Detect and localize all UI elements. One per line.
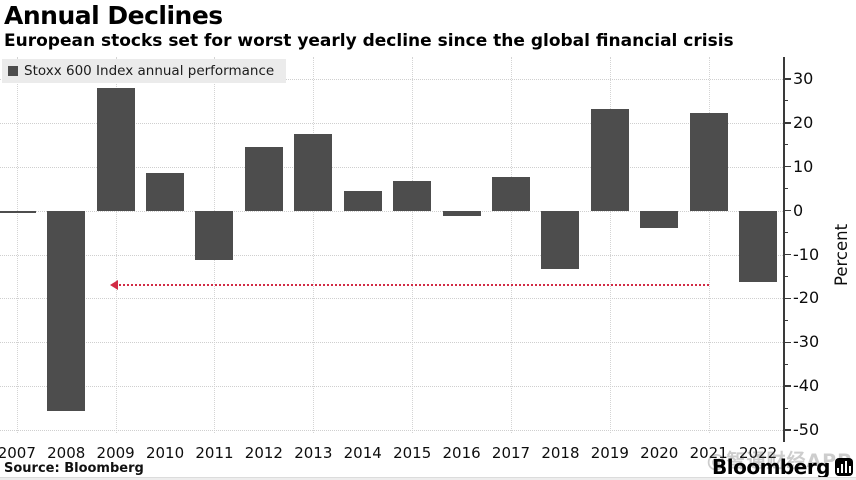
y-axis-tick-label: -10	[793, 244, 820, 264]
bar-2019	[590, 108, 629, 211]
page-title: Annual Declines	[4, 1, 223, 30]
x-axis-tick-label: 2021	[689, 444, 728, 462]
gridline-horizontal	[0, 210, 783, 212]
gridline-horizontal	[0, 78, 783, 80]
y-axis-minor-tick	[783, 319, 788, 321]
gridline-vertical	[412, 57, 414, 433]
x-axis-tick-label: 2010	[145, 444, 185, 462]
gridline-vertical	[115, 57, 117, 433]
bar-2015	[393, 180, 432, 211]
page-subtitle: European stocks set for worst yearly dec…	[4, 31, 734, 51]
bar-2009	[96, 87, 135, 211]
x-axis-tick-label: 2007	[0, 444, 36, 462]
bar-2021	[689, 113, 728, 211]
y-axis-tick-label: 30	[793, 68, 814, 88]
y-axis-major-tick	[783, 429, 791, 431]
x-axis-tick-label: 2017	[491, 444, 531, 462]
gridline-horizontal	[0, 166, 783, 168]
legend-label: Stoxx 600 Index annual performance	[24, 63, 275, 79]
gridline-horizontal	[0, 430, 783, 432]
bar-2010	[146, 172, 185, 211]
y-axis-tick-label: 20	[793, 112, 814, 132]
gridline-vertical	[609, 57, 611, 433]
x-axis-tick-label: 2018	[541, 444, 580, 462]
gridline-horizontal	[0, 386, 783, 388]
x-axis-tick-label: 2016	[442, 444, 481, 462]
watermark: @智通财经APP	[706, 450, 852, 472]
annotation-arrowhead-icon	[109, 280, 118, 291]
y-axis-tick-label: -30	[793, 332, 820, 352]
source-note: Source: Bloomberg	[4, 461, 144, 476]
y-axis-major-tick	[783, 78, 791, 80]
bar-2020	[640, 210, 679, 229]
gridline-vertical	[511, 57, 512, 433]
x-axis-tick-label: 2015	[393, 444, 432, 462]
y-axis-tick-label: -40	[793, 376, 820, 396]
y-axis-tick-label: 10	[793, 156, 814, 176]
x-axis-tick-label: 2008	[47, 444, 86, 462]
y-axis-major-tick	[783, 165, 791, 168]
x-axis-tick-label: 2020	[640, 444, 679, 462]
y-axis-major-tick	[783, 385, 791, 387]
x-axis-tick-label: 2013	[294, 444, 333, 462]
bar-2007	[0, 210, 36, 213]
gridline-vertical	[16, 57, 18, 433]
y-axis-minor-tick	[783, 275, 788, 278]
gridline-vertical	[708, 57, 710, 433]
y-axis-tick-label: -50	[793, 420, 820, 440]
gridline-horizontal	[0, 122, 783, 124]
bar-2008	[47, 210, 86, 411]
x-axis-tick-label: 2012	[244, 444, 283, 462]
y-axis-title: Percent	[832, 223, 851, 287]
annotation-dotted-line	[115, 284, 709, 287]
bar-2016	[442, 210, 481, 216]
bloomberg-logo-icon	[835, 458, 853, 476]
y-axis-major-tick	[783, 297, 791, 300]
bar-2018	[541, 210, 580, 269]
x-axis-tick-label: 2011	[195, 444, 234, 462]
bar-2013	[294, 134, 333, 211]
y-axis-minor-tick	[783, 100, 788, 102]
bar-2022	[739, 210, 778, 283]
y-axis-major-tick	[783, 253, 791, 256]
bottom-divider	[0, 477, 856, 480]
bar-2011	[195, 210, 234, 261]
x-axis-tick-label: 2019	[590, 444, 629, 462]
y-axis-tick-label: -20	[793, 288, 820, 308]
legend: Stoxx 600 Index annual performance	[2, 59, 287, 83]
y-axis-minor-tick	[783, 363, 788, 365]
y-axis-major-tick	[783, 341, 791, 344]
bar-2014	[343, 191, 382, 211]
y-axis-minor-tick	[783, 144, 788, 146]
y-axis-major-tick	[783, 209, 791, 212]
x-axis-tick-label: 2014	[343, 444, 382, 462]
y-axis-major-tick	[783, 122, 791, 124]
brand-mark: Bloomberg	[712, 455, 853, 479]
y-axis-spine	[783, 57, 785, 442]
y-axis-minor-tick	[783, 407, 788, 409]
x-axis-tick-label: 2022	[739, 444, 778, 462]
x-axis-tick-label: 2009	[96, 444, 135, 462]
legend-swatch-icon	[8, 66, 18, 76]
y-axis-minor-tick	[783, 231, 788, 234]
gridline-horizontal	[0, 298, 783, 300]
gridline-horizontal	[0, 342, 783, 344]
bar-2012	[244, 147, 283, 211]
brand-wordmark: Bloomberg	[712, 455, 830, 479]
y-axis-minor-tick	[783, 188, 788, 190]
gridline-vertical	[313, 57, 315, 433]
y-axis-tick-label: 0	[793, 200, 804, 220]
gridline-horizontal	[0, 254, 783, 256]
bar-2017	[492, 176, 530, 211]
